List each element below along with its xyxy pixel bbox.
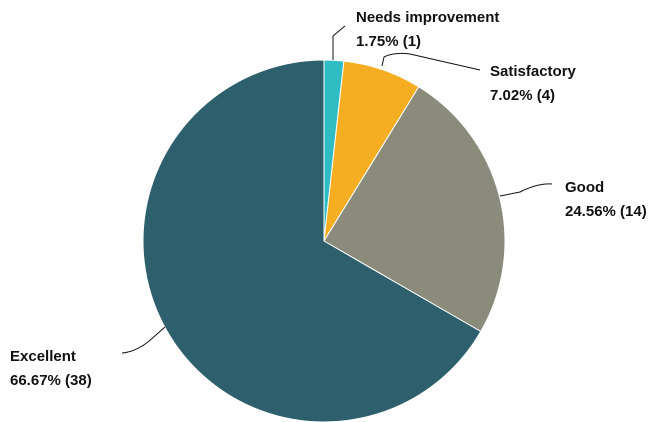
slice-label-excellent: Excellent [10,348,76,365]
slices-layer [142,59,506,422]
slice-label-good: Good [565,179,604,196]
slice-value-excellent: 66.67% (38) [10,372,92,389]
labels-layer: Needs improvement 1.75% (1) Satisfactory 7.… [10,9,647,389]
slice-label-satisfactory: Satisfactory [490,63,577,80]
slice-label-needs-improvement: Needs improvement [356,9,499,26]
pie-slice-excellent [142,59,482,422]
leader-line-needs-improvement [332,25,346,60]
slice-value-needs-improvement: 1.75% (1) [356,33,421,50]
slice-value-good: 24.56% (14) [565,203,647,220]
slice-value-satisfactory: 7.02% (4) [490,87,555,104]
leader-lines-layer [121,25,553,354]
leader-line-satisfactory [381,52,481,71]
leader-line-excellent [121,326,166,354]
pie-slice-good [323,86,506,333]
leader-line-good [499,183,553,197]
